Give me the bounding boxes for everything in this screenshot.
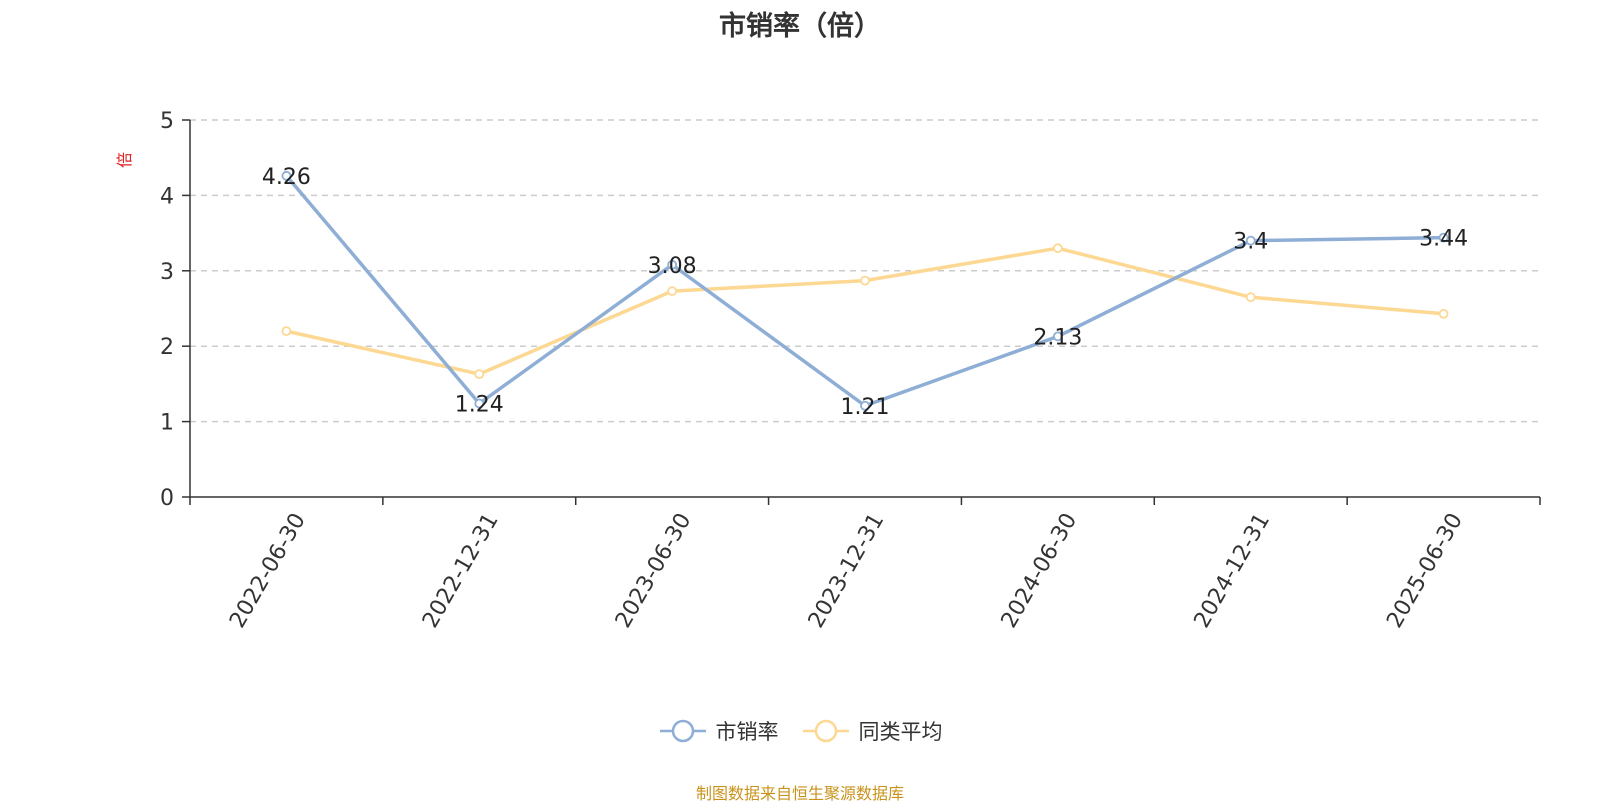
data-point	[860, 400, 870, 411]
data-point	[1438, 232, 1449, 243]
legend-swatch-circle	[671, 719, 694, 743]
data-point	[1245, 292, 1256, 303]
chart-title: 市销率（倍）	[719, 11, 881, 42]
y-tick-label: 1	[160, 411, 174, 436]
legend-label: 同类平均	[858, 720, 943, 744]
x-tick-label: 2023-12-31	[804, 509, 890, 632]
x-tick-label: 2025-06-30	[1382, 509, 1468, 632]
y-axis-unit-label: 倍	[115, 152, 134, 168]
axes: 0 1 2 3 4 5 2022-06-30 2022-12-31 2023-06-30 2023…	[160, 109, 1541, 632]
source-note: 制图数据来自恒生聚源数据库	[695, 784, 904, 803]
legend-swatch-icon	[802, 719, 849, 743]
y-tick-label: 4	[160, 184, 174, 209]
data-labels-layer: 4.26 1.24 3.08 1.21 2.13 3.4 3.44	[262, 165, 1468, 420]
legend-swatch-icon	[659, 719, 706, 743]
data-label: 3.08	[648, 254, 697, 279]
x-tick-label: 2022-06-30	[225, 509, 311, 632]
legend-label: 市销率	[715, 720, 779, 744]
data-point	[1245, 235, 1256, 246]
data-point	[860, 275, 870, 286]
x-tick-label: 2023-06-30	[611, 509, 697, 632]
data-point	[281, 326, 292, 337]
x-tick-label: 2022-12-31	[418, 509, 504, 632]
y-tick-label: 5	[160, 109, 174, 134]
data-label: 3.44	[1419, 227, 1468, 252]
grid-lines	[190, 119, 1540, 423]
data-label: 3.4	[1233, 230, 1268, 255]
x-tick-label: 2024-06-30	[997, 509, 1083, 632]
series-layer	[281, 170, 1449, 411]
y-tick-label: 2	[160, 335, 174, 360]
legend-item-1[interactable]: 市销率	[658, 716, 779, 746]
legend-swatch-circle	[814, 719, 837, 743]
data-label: 1.24	[455, 393, 504, 418]
legend: 市销率 同类平均	[0, 716, 1600, 746]
data-label: 2.13	[1033, 325, 1082, 350]
data-label: 1.21	[841, 395, 890, 420]
x-tick-label: 2024-12-31	[1189, 509, 1275, 632]
data-point	[474, 369, 485, 379]
data-point	[1052, 243, 1063, 254]
legend-item-2[interactable]: 同类平均	[801, 716, 943, 746]
data-label: 4.26	[262, 165, 311, 190]
data-point	[667, 259, 678, 270]
y-tick-label: 0	[160, 486, 174, 511]
data-point	[1438, 308, 1449, 319]
data-point	[667, 286, 678, 297]
y-tick-label: 3	[160, 260, 174, 285]
series-line-2	[286, 246, 1444, 376]
data-point	[1052, 331, 1063, 342]
data-point	[281, 170, 292, 181]
data-point	[474, 398, 485, 409]
